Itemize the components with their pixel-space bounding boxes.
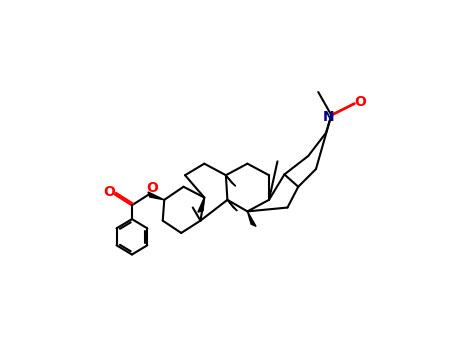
Text: O: O — [104, 185, 116, 199]
Polygon shape — [248, 211, 256, 226]
Polygon shape — [198, 197, 204, 212]
Text: N: N — [323, 110, 335, 124]
Polygon shape — [228, 200, 237, 211]
Text: O: O — [146, 181, 158, 195]
Text: O: O — [354, 95, 366, 109]
Polygon shape — [148, 192, 164, 200]
Polygon shape — [226, 175, 236, 186]
